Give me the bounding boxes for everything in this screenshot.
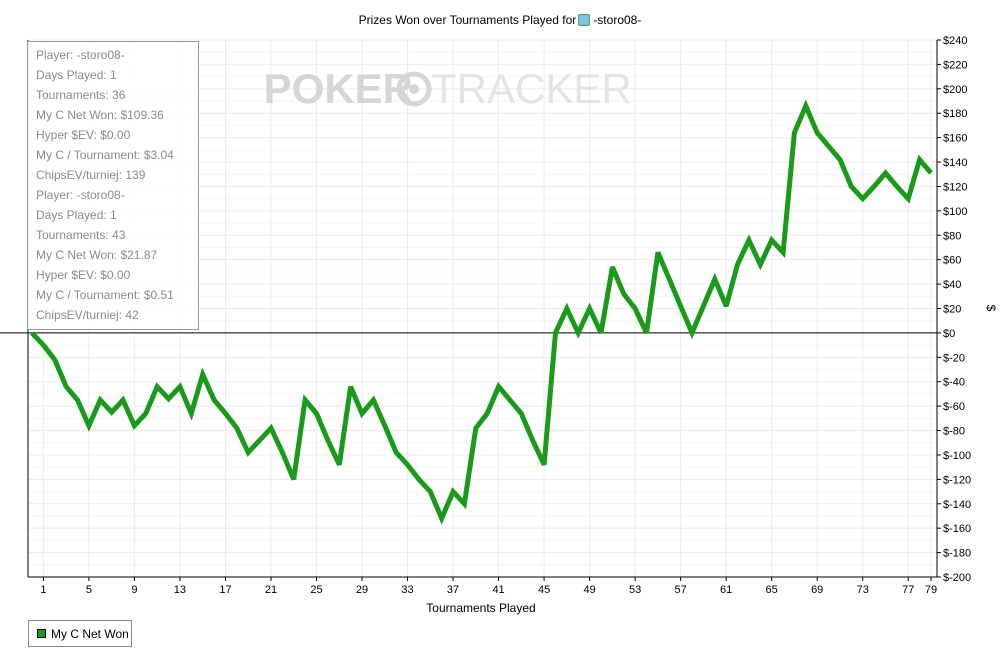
watermark-tracker: TRACKER [431,65,632,112]
y-tick-label: $-100 [943,450,971,462]
x-tick-label: 13 [174,584,186,596]
y-tick-label: $40 [943,279,961,291]
info-line: My C / Tournament: $3.04 [36,148,174,162]
y-tick-labels: $240 $220 $200 $180 $160 $140 $120 $100 $80 $60 $4… [943,35,971,584]
x-tick-label: 1 [40,584,46,596]
info-line: Player: -storo08- [36,48,125,62]
legend-label: My C Net Won [51,626,129,641]
x-tick-label: 17 [219,584,231,596]
y-tick-label: $0 [943,328,955,340]
x-tick-label: 41 [492,584,504,596]
y-tick-label: $-160 [943,523,971,535]
info-line: Hyper $EV: $0.00 [36,128,131,142]
x-tick-label: 5 [86,584,92,596]
y-tick-label: $100 [943,206,967,218]
y-tick-label: $-60 [943,401,965,413]
y-axis-label: $ [984,305,998,312]
chart-title: Prizes Won over Tournaments Played for -s… [0,13,1000,27]
legend: My C Net Won [28,620,132,647]
info-line: Player: -storo08- [36,188,125,202]
y-tick-label: $120 [943,181,967,193]
y-tick-label: $60 [943,255,961,267]
y-tick-label: $200 [943,84,967,96]
x-axis-label: Tournaments Played [426,601,535,615]
x-tick-label: 29 [356,584,368,596]
info-line: ChipsEV/turniej: 139 [36,168,146,182]
stats-info-box: Player: -storo08- Days Played: 1 Tournamen… [27,41,199,330]
title-prefix: Prizes Won over Tournaments Played for [358,13,577,27]
y-tick-label: $140 [943,157,967,169]
x-tick-label: 37 [447,584,459,596]
x-tick-label: 45 [538,584,550,596]
title-player: -storo08- [593,13,642,27]
y-tick-label: $-40 [943,377,965,389]
info-line: Hyper $EV: $0.00 [36,268,131,282]
x-tick-label: 21 [265,584,277,596]
info-line: Tournaments: 36 [36,88,126,102]
player-icon [578,14,591,26]
x-tick-labels: 1 5 9 13 17 21 25 29 33 37 41 45 49 53 57 61 65 69 73 77 79 [40,584,937,596]
series-layer [30,99,933,525]
y-tick-label: $160 [943,133,967,145]
info-line: My C Net Won: $109.36 [36,108,164,122]
x-tick-label: 65 [766,584,778,596]
info-line: Days Played: 1 [36,208,117,222]
y-tick-label: $220 [943,59,967,71]
y-tick-label: $240 [943,35,967,47]
x-tick-label: 73 [857,584,869,596]
watermark-poker: POKER [264,65,413,112]
x-tick-label: 77 [902,584,914,596]
legend-swatch [37,629,46,638]
series-line-my-c-net-won [30,99,933,525]
x-tick-label: 79 [925,584,937,596]
x-tick-label: 33 [401,584,413,596]
info-line: My C Net Won: $21.87 [36,248,158,262]
y-tick-label: $-20 [943,352,965,364]
info-line: Days Played: 1 [36,68,117,82]
y-tick-label: $-180 [943,548,971,560]
x-tick-label: 49 [583,584,595,596]
x-tick-label: 69 [811,584,823,596]
x-tick-label: 61 [720,584,732,596]
info-line: My C / Tournament: $0.51 [36,288,174,302]
info-line: ChipsEV/turniej: 42 [36,308,139,322]
x-tick-label: 9 [131,584,137,596]
watermark-chip-icon [396,71,432,107]
y-tick-label: $180 [943,108,967,120]
y-tick-label: $-200 [943,572,971,584]
x-tick-label: 25 [310,584,322,596]
y-tick-label: $-120 [943,474,971,486]
x-tick-label: 57 [675,584,687,596]
x-tick-label: 53 [629,584,641,596]
y-tick-label: $-140 [943,499,971,511]
y-tick-label: $20 [943,304,961,316]
info-line: Tournaments: 43 [36,228,126,242]
y-tick-label: $80 [943,230,961,242]
y-tick-label: $-80 [943,426,965,438]
